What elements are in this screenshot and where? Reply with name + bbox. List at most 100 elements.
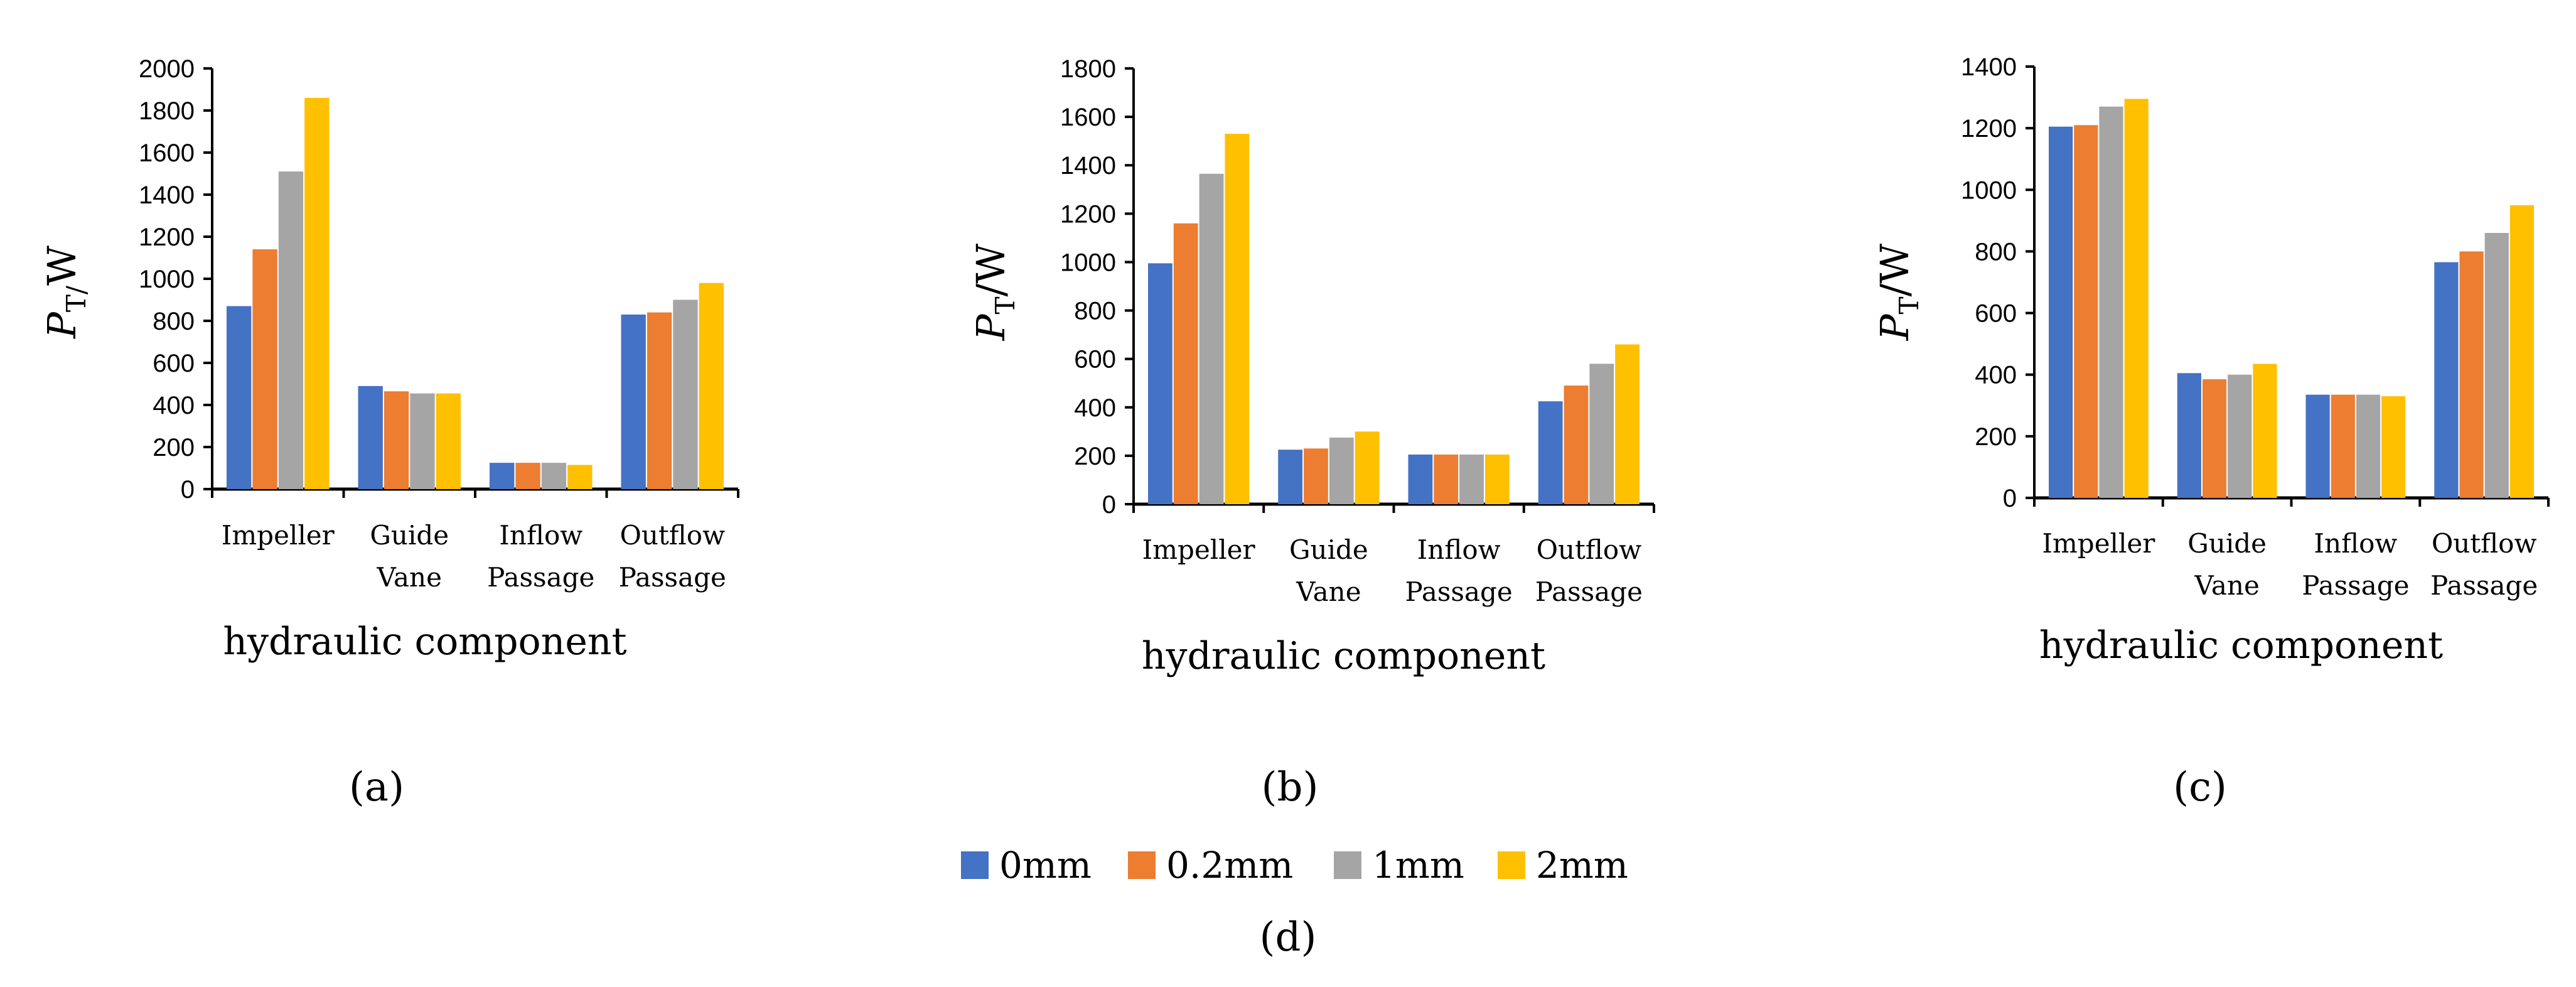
x-axis-title: hydraulic component xyxy=(2039,623,2443,667)
bar-2mm-guide-vane xyxy=(1355,431,1380,504)
x-category-label: Passage xyxy=(1405,576,1512,607)
bar-0mm-outflow-passage xyxy=(2434,262,2459,498)
bar-0_2mm-inflow-passage xyxy=(515,463,540,489)
chart-panels: 0200400600800100012001400160018002000Imp… xyxy=(39,53,2550,811)
legend: 0mm 0.2mm 1mm 2mm (d) xyxy=(961,844,1628,961)
bar-1mm-guide-vane xyxy=(2228,374,2252,498)
bar-0mm-impeller xyxy=(227,306,252,489)
x-category-label: Guide xyxy=(370,520,449,551)
bar-1mm-guide-vane xyxy=(410,393,435,489)
bar-1mm-impeller xyxy=(1199,173,1224,504)
bar-0_2mm-outflow-passage xyxy=(1564,386,1589,504)
y-tick-label: 400 xyxy=(1074,394,1116,422)
legend-label-1mm: 1mm xyxy=(1372,844,1464,887)
bar-1mm-inflow-passage xyxy=(2356,394,2381,498)
y-tick-label: 1200 xyxy=(1060,200,1116,228)
y-tick-label: 1400 xyxy=(1060,152,1116,180)
bar-0mm-inflow-passage xyxy=(1408,454,1433,504)
y-tick-label: 200 xyxy=(153,434,195,461)
chart-panel-b: 0 200 400 600 800 1000 1200 1400 1600 1800 Impelle… xyxy=(968,55,1655,811)
y-tick-label: 0 xyxy=(2003,485,2017,512)
bar-0mm-guide-vane xyxy=(2177,373,2201,498)
legend-label-2mm: 2mm xyxy=(1536,844,1628,887)
bar-1mm-outflow-passage xyxy=(673,299,698,489)
y-tick-label: 400 xyxy=(153,392,195,419)
bar-0_2mm-outflow-passage xyxy=(647,312,672,489)
bar-1mm-impeller xyxy=(2099,106,2123,499)
x-category-label: Outflow xyxy=(1537,534,1642,565)
x-category-label: Guide xyxy=(2187,528,2267,559)
legend-panel-label: (d) xyxy=(1260,914,1317,961)
panel-label: (b) xyxy=(1262,764,1319,811)
y-tick-label: 600 xyxy=(153,350,195,377)
bar-0_2mm-guide-vane xyxy=(384,391,409,489)
y-tick-label: 1800 xyxy=(1060,55,1116,83)
legend-swatch-0mm xyxy=(961,851,989,879)
bar-0mm-impeller xyxy=(2049,126,2073,499)
panel-label: (c) xyxy=(2173,764,2227,811)
y-axis-title: PT/W xyxy=(1872,244,1924,342)
bar-0mm-guide-vane xyxy=(1278,450,1303,504)
panel-label: (a) xyxy=(349,764,404,811)
bar-0mm-outflow-passage xyxy=(1538,401,1563,504)
y-tick-label: 800 xyxy=(1074,298,1116,325)
bar-0_2mm-outflow-passage xyxy=(2459,251,2484,498)
y-tick-label: 1000 xyxy=(1961,176,2017,204)
bar-0_2mm-guide-vane xyxy=(2202,379,2227,498)
y-tick-label: 400 xyxy=(1975,362,2017,389)
y-tick-label: 1400 xyxy=(1961,53,2017,81)
bar-2mm-inflow-passage xyxy=(2381,396,2406,498)
bar-0mm-inflow-passage xyxy=(490,463,515,489)
bar-2mm-inflow-passage xyxy=(1484,454,1510,504)
bar-2mm-impeller xyxy=(2124,99,2149,498)
legend-swatch-2mm xyxy=(1498,851,1525,879)
y-tick-label: 800 xyxy=(153,308,195,335)
x-category-label: Passage xyxy=(2430,570,2538,601)
bar-0_2mm-guide-vane xyxy=(1304,448,1328,504)
legend-label-0_2mm: 0.2mm xyxy=(1166,844,1293,887)
bar-0_2mm-impeller xyxy=(2074,125,2098,498)
y-axis-title: PT/W xyxy=(968,244,1021,342)
x-category-label: Passage xyxy=(2302,570,2409,601)
y-tick-label: 600 xyxy=(1074,346,1116,374)
y-axis-title: PT/W xyxy=(39,245,92,339)
x-category-label: Passage xyxy=(619,562,726,593)
x-category-label: Impeller xyxy=(222,520,335,551)
x-category-label: Outflow xyxy=(620,520,725,551)
y-tick-label: 0 xyxy=(181,476,195,504)
bar-2mm-outflow-passage xyxy=(699,283,724,489)
x-category-label: Guide xyxy=(1289,534,1368,565)
legend-swatch-1mm xyxy=(1334,851,1361,879)
x-category-label: Inflow xyxy=(1417,534,1501,565)
y-tick-label: 1000 xyxy=(1060,249,1116,276)
x-category-label: Inflow xyxy=(499,520,582,551)
y-tick-label: 1400 xyxy=(139,181,195,209)
bar-0mm-guide-vane xyxy=(358,386,383,489)
bar-1mm-inflow-passage xyxy=(541,463,567,489)
bar-1mm-impeller xyxy=(278,171,304,489)
chart-panel-a: 0 200 400 600 800 1000 1200 1400 1600 1800 2000 Imp… xyxy=(39,55,739,811)
y-tick-label: 1600 xyxy=(139,139,195,167)
y-tick-label: 200 xyxy=(1975,423,2017,451)
x-category-label: Passage xyxy=(1535,576,1643,607)
x-category-label: Outflow xyxy=(2432,528,2537,559)
y-tick-label: 800 xyxy=(1975,238,2017,266)
bar-2mm-guide-vane xyxy=(436,393,461,489)
x-category-label: Passage xyxy=(487,562,594,593)
bar-2mm-impeller xyxy=(1225,134,1250,505)
bar-0_2mm-inflow-passage xyxy=(2331,394,2355,498)
bar-0_2mm-impeller xyxy=(1173,223,1198,504)
y-tick-label: 1000 xyxy=(139,266,195,293)
x-category-label: Impeller xyxy=(1142,534,1256,565)
bar-2mm-inflow-passage xyxy=(567,465,593,489)
x-axis-title: hydraulic component xyxy=(223,620,626,664)
bar-1mm-outflow-passage xyxy=(1589,364,1614,504)
x-axis-title: hydraulic component xyxy=(1142,634,1545,678)
bar-2mm-outflow-passage xyxy=(2509,205,2534,498)
bar-1mm-guide-vane xyxy=(1329,437,1354,504)
bar-0mm-impeller xyxy=(1148,263,1173,504)
y-tick-label: 1200 xyxy=(139,224,195,251)
bar-2mm-impeller xyxy=(304,97,330,489)
x-category-label: Inflow xyxy=(2314,528,2397,559)
